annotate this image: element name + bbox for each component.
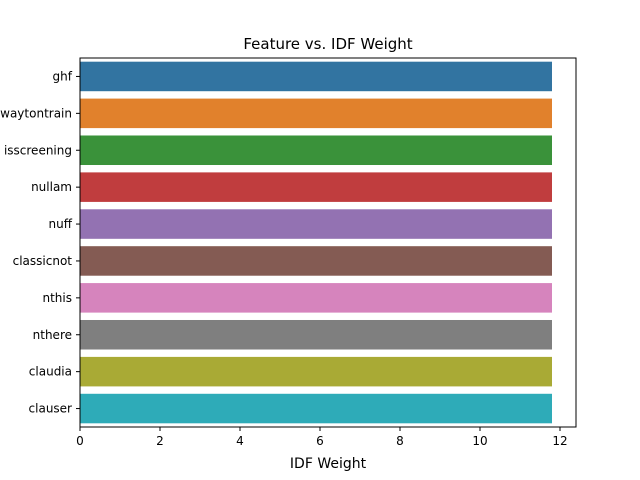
chart-title: Feature vs. IDF Weight bbox=[243, 35, 412, 53]
y-tick-label-classicnot: classicnot bbox=[13, 254, 73, 268]
y-tick-label-nthis: nthis bbox=[42, 291, 72, 305]
y-tick-label-clauser: clauser bbox=[29, 402, 73, 416]
bar-nthis bbox=[80, 283, 552, 313]
x-tick-label-4: 4 bbox=[236, 434, 244, 448]
x-tick-label-2: 2 bbox=[156, 434, 164, 448]
y-axis-ticks: ghf waytontrain isscreening nullam nuff class… bbox=[0, 69, 80, 416]
bars-group bbox=[80, 61, 552, 424]
plot-frame bbox=[79, 57, 577, 428]
y-tick-label-claudia: claudia bbox=[29, 365, 72, 379]
bar-waytontrain bbox=[80, 98, 552, 129]
y-tick-label-nuff: nuff bbox=[49, 217, 73, 231]
bar-nullam bbox=[80, 172, 552, 202]
y-tick-label-isscreening: isscreening bbox=[4, 143, 72, 157]
x-tick-label-8: 8 bbox=[396, 434, 404, 448]
bar-claudia bbox=[80, 356, 552, 387]
x-axis-ticks: 0 2 4 6 8 10 12 bbox=[76, 427, 568, 448]
bar-nthere bbox=[80, 319, 552, 350]
bar-ghf bbox=[80, 61, 552, 92]
x-tick-label-10: 10 bbox=[472, 434, 487, 448]
y-tick-label-nullam: nullam bbox=[31, 180, 72, 194]
bar-classicnot bbox=[80, 246, 552, 276]
y-tick-label-nthere: nthere bbox=[33, 328, 72, 342]
bar-isscreening bbox=[80, 135, 552, 166]
x-axis-label: IDF Weight bbox=[290, 456, 367, 472]
x-tick-label-12: 12 bbox=[552, 434, 567, 448]
x-tick-label-6: 6 bbox=[316, 434, 324, 448]
x-tick-label-0: 0 bbox=[76, 434, 84, 448]
bar-nuff bbox=[80, 209, 552, 239]
y-tick-label-waytontrain: waytontrain bbox=[0, 106, 72, 120]
y-tick-label-ghf: ghf bbox=[53, 69, 73, 83]
bar-clauser bbox=[80, 393, 552, 424]
